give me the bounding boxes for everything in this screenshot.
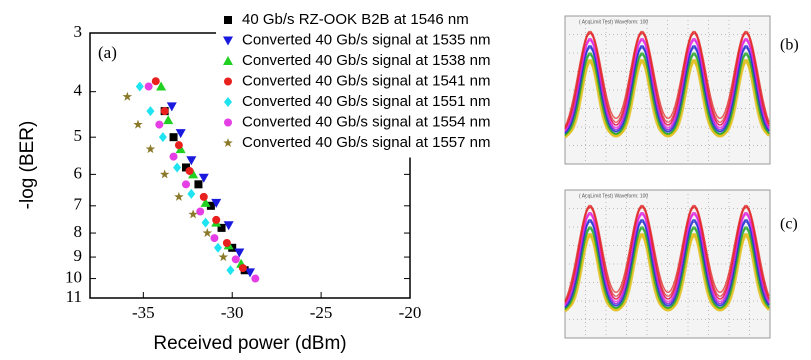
data-point bbox=[123, 92, 133, 101]
data-point bbox=[210, 234, 218, 242]
data-point bbox=[161, 107, 169, 115]
legend-marker bbox=[224, 16, 232, 24]
data-point bbox=[159, 132, 167, 142]
y-tick-label: 5 bbox=[74, 126, 83, 145]
data-point bbox=[232, 255, 240, 263]
eye-caption: ( AcqLimit Test) Waveform: 100 bbox=[579, 193, 648, 199]
y-tick-label: 6 bbox=[74, 163, 83, 182]
eye-diagram: ( AcqLimit Test) Waveform: 100 (b) bbox=[565, 16, 799, 164]
data-point bbox=[214, 243, 222, 253]
data-point bbox=[223, 239, 231, 247]
y-tick-label: 7 bbox=[74, 195, 83, 214]
y-tick-label: 8 bbox=[74, 222, 83, 241]
y-tick-label: 11 bbox=[66, 287, 82, 306]
legend-label: Converted 40 Gb/s signal at 1535 nm bbox=[242, 31, 490, 48]
y-tick-label: 3 bbox=[74, 22, 83, 41]
eye-panel-label: (b) bbox=[780, 37, 799, 54]
x-tick-label: -35 bbox=[132, 303, 155, 322]
x-tick-label: -30 bbox=[221, 303, 244, 322]
legend-label: Converted 40 Gb/s signal at 1541 nm bbox=[242, 72, 490, 89]
data-point bbox=[182, 180, 190, 188]
data-point bbox=[251, 275, 259, 283]
legend-label: Converted 40 Gb/s signal at 1538 nm bbox=[242, 52, 490, 69]
data-point bbox=[219, 252, 229, 261]
y-tick-label: 10 bbox=[65, 267, 82, 286]
data-point bbox=[175, 141, 183, 149]
data-point bbox=[160, 169, 170, 178]
eye-panel-label: (c) bbox=[780, 216, 798, 233]
data-point bbox=[212, 216, 220, 224]
data-point bbox=[152, 77, 160, 85]
data-point bbox=[146, 106, 154, 116]
data-point bbox=[170, 153, 178, 161]
data-point bbox=[155, 121, 163, 129]
data-point bbox=[196, 208, 204, 216]
legend-marker bbox=[224, 119, 232, 127]
data-point bbox=[174, 192, 184, 201]
data-point bbox=[202, 218, 210, 228]
data-point bbox=[194, 180, 202, 188]
legend-label: Converted 40 Gb/s signal at 1554 nm bbox=[242, 113, 490, 130]
figure: (a) -log (BER) Received power (dBm) 3 4 5 6… bbox=[0, 0, 811, 360]
y-axis-label: -log (BER) bbox=[17, 121, 38, 210]
data-point bbox=[146, 144, 156, 153]
data-point bbox=[136, 82, 144, 92]
data-point bbox=[187, 189, 195, 199]
legend-label: Converted 40 Gb/s signal at 1551 nm bbox=[242, 93, 490, 110]
page: {"chart_data": {"type": "scatter", "pane… bbox=[0, 0, 811, 360]
panel-label: (a) bbox=[98, 43, 117, 62]
y-tick-label: 4 bbox=[74, 81, 83, 100]
data-point bbox=[173, 162, 181, 172]
data-point bbox=[203, 228, 213, 237]
x-tick-label: -25 bbox=[310, 303, 333, 322]
data-point bbox=[200, 193, 208, 201]
legend-label: Converted 40 Gb/s signal at 1557 nm bbox=[242, 134, 490, 151]
legend-label: 40 Gb/s RZ-OOK B2B at 1546 nm bbox=[242, 11, 469, 28]
data-point bbox=[145, 83, 153, 91]
legend-marker bbox=[224, 78, 232, 86]
data-point bbox=[186, 167, 194, 175]
data-point bbox=[239, 264, 247, 272]
data-point bbox=[133, 120, 143, 129]
data-point bbox=[170, 133, 178, 141]
y-tick-label: 9 bbox=[74, 246, 83, 265]
x-tick-label: -20 bbox=[399, 303, 422, 322]
x-axis-label: Received power (dBm) bbox=[153, 333, 346, 354]
data-point bbox=[163, 115, 173, 124]
eye-diagram: ( AcqLimit Test) Waveform: 100 (c) bbox=[565, 190, 798, 338]
eye-caption: ( AcqLimit Test) Waveform: 100 bbox=[579, 19, 648, 25]
data-point bbox=[226, 265, 234, 275]
